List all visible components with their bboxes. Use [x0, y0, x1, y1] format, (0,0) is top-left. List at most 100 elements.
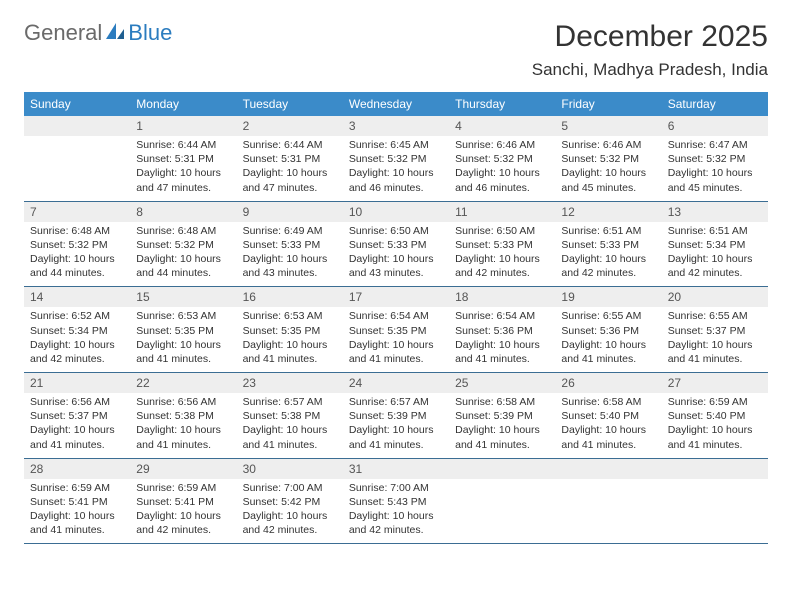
day-number: 14 [24, 287, 130, 307]
daylight-line: Daylight: 10 hours and 42 minutes. [243, 509, 337, 537]
day-body: Sunrise: 6:51 AMSunset: 5:34 PMDaylight:… [662, 222, 768, 287]
calendar-body: 1Sunrise: 6:44 AMSunset: 5:31 PMDaylight… [24, 116, 768, 544]
day-body: Sunrise: 6:48 AMSunset: 5:32 PMDaylight:… [130, 222, 236, 287]
daylight-line: Daylight: 10 hours and 42 minutes. [349, 509, 443, 537]
calendar-row: 28Sunrise: 6:59 AMSunset: 5:41 PMDayligh… [24, 458, 768, 544]
sunset-line: Sunset: 5:33 PM [243, 238, 337, 252]
sunset-line: Sunset: 5:39 PM [455, 409, 549, 423]
calendar-cell: 5Sunrise: 6:46 AMSunset: 5:32 PMDaylight… [555, 116, 661, 201]
day-number-empty [24, 116, 130, 136]
day-body-empty [662, 479, 768, 537]
calendar-cell [555, 458, 661, 544]
calendar-cell: 9Sunrise: 6:49 AMSunset: 5:33 PMDaylight… [237, 201, 343, 287]
daylight-line: Daylight: 10 hours and 41 minutes. [455, 338, 549, 366]
day-body: Sunrise: 6:48 AMSunset: 5:32 PMDaylight:… [24, 222, 130, 287]
day-body: Sunrise: 6:58 AMSunset: 5:40 PMDaylight:… [555, 393, 661, 458]
sunrise-line: Sunrise: 6:55 AM [561, 309, 655, 323]
daylight-line: Daylight: 10 hours and 41 minutes. [136, 338, 230, 366]
day-body: Sunrise: 6:44 AMSunset: 5:31 PMDaylight:… [237, 136, 343, 201]
weekday-header: Saturday [662, 92, 768, 116]
calendar-cell [24, 116, 130, 201]
weekday-header: Tuesday [237, 92, 343, 116]
sunset-line: Sunset: 5:32 PM [561, 152, 655, 166]
sunrise-line: Sunrise: 6:52 AM [30, 309, 124, 323]
calendar-cell [662, 458, 768, 544]
sunset-line: Sunset: 5:40 PM [668, 409, 762, 423]
day-body: Sunrise: 6:59 AMSunset: 5:41 PMDaylight:… [130, 479, 236, 544]
calendar-cell: 24Sunrise: 6:57 AMSunset: 5:39 PMDayligh… [343, 373, 449, 459]
day-body: Sunrise: 7:00 AMSunset: 5:42 PMDaylight:… [237, 479, 343, 544]
day-number: 7 [24, 202, 130, 222]
sunrise-line: Sunrise: 6:56 AM [136, 395, 230, 409]
calendar-cell: 15Sunrise: 6:53 AMSunset: 5:35 PMDayligh… [130, 287, 236, 373]
day-number: 31 [343, 459, 449, 479]
calendar-cell: 6Sunrise: 6:47 AMSunset: 5:32 PMDaylight… [662, 116, 768, 201]
calendar-cell: 17Sunrise: 6:54 AMSunset: 5:35 PMDayligh… [343, 287, 449, 373]
day-body: Sunrise: 6:58 AMSunset: 5:39 PMDaylight:… [449, 393, 555, 458]
sunset-line: Sunset: 5:34 PM [30, 324, 124, 338]
day-number: 11 [449, 202, 555, 222]
day-number: 15 [130, 287, 236, 307]
daylight-line: Daylight: 10 hours and 44 minutes. [136, 252, 230, 280]
day-number: 16 [237, 287, 343, 307]
sunrise-line: Sunrise: 6:54 AM [349, 309, 443, 323]
sunset-line: Sunset: 5:40 PM [561, 409, 655, 423]
sunrise-line: Sunrise: 6:54 AM [455, 309, 549, 323]
sunrise-line: Sunrise: 6:59 AM [668, 395, 762, 409]
sunrise-line: Sunrise: 6:58 AM [561, 395, 655, 409]
day-body: Sunrise: 6:44 AMSunset: 5:31 PMDaylight:… [130, 136, 236, 201]
sunset-line: Sunset: 5:41 PM [136, 495, 230, 509]
calendar-cell: 11Sunrise: 6:50 AMSunset: 5:33 PMDayligh… [449, 201, 555, 287]
calendar-cell: 22Sunrise: 6:56 AMSunset: 5:38 PMDayligh… [130, 373, 236, 459]
sunrise-line: Sunrise: 6:59 AM [136, 481, 230, 495]
daylight-line: Daylight: 10 hours and 44 minutes. [30, 252, 124, 280]
weekday-header: Wednesday [343, 92, 449, 116]
daylight-line: Daylight: 10 hours and 43 minutes. [243, 252, 337, 280]
day-number: 12 [555, 202, 661, 222]
weekday-header: Thursday [449, 92, 555, 116]
daylight-line: Daylight: 10 hours and 45 minutes. [561, 166, 655, 194]
day-body: Sunrise: 6:56 AMSunset: 5:37 PMDaylight:… [24, 393, 130, 458]
day-body: Sunrise: 6:56 AMSunset: 5:38 PMDaylight:… [130, 393, 236, 458]
calendar-cell: 13Sunrise: 6:51 AMSunset: 5:34 PMDayligh… [662, 201, 768, 287]
sunrise-line: Sunrise: 6:59 AM [30, 481, 124, 495]
day-body: Sunrise: 6:50 AMSunset: 5:33 PMDaylight:… [449, 222, 555, 287]
daylight-line: Daylight: 10 hours and 41 minutes. [243, 338, 337, 366]
sunset-line: Sunset: 5:36 PM [455, 324, 549, 338]
day-number: 21 [24, 373, 130, 393]
day-number: 29 [130, 459, 236, 479]
day-body: Sunrise: 6:57 AMSunset: 5:39 PMDaylight:… [343, 393, 449, 458]
calendar-cell: 1Sunrise: 6:44 AMSunset: 5:31 PMDaylight… [130, 116, 236, 201]
day-body: Sunrise: 6:57 AMSunset: 5:38 PMDaylight:… [237, 393, 343, 458]
sunrise-line: Sunrise: 6:57 AM [349, 395, 443, 409]
sunset-line: Sunset: 5:39 PM [349, 409, 443, 423]
day-body: Sunrise: 6:55 AMSunset: 5:37 PMDaylight:… [662, 307, 768, 372]
calendar-cell: 7Sunrise: 6:48 AMSunset: 5:32 PMDaylight… [24, 201, 130, 287]
day-body-empty [24, 136, 130, 194]
calendar-table: SundayMondayTuesdayWednesdayThursdayFrid… [24, 92, 768, 544]
daylight-line: Daylight: 10 hours and 46 minutes. [455, 166, 549, 194]
calendar-cell: 18Sunrise: 6:54 AMSunset: 5:36 PMDayligh… [449, 287, 555, 373]
sunset-line: Sunset: 5:35 PM [243, 324, 337, 338]
calendar-cell: 21Sunrise: 6:56 AMSunset: 5:37 PMDayligh… [24, 373, 130, 459]
day-number: 8 [130, 202, 236, 222]
sunrise-line: Sunrise: 6:44 AM [136, 138, 230, 152]
day-body-empty [555, 479, 661, 537]
calendar-cell: 3Sunrise: 6:45 AMSunset: 5:32 PMDaylight… [343, 116, 449, 201]
day-number: 4 [449, 116, 555, 136]
month-title: December 2025 [532, 20, 768, 54]
day-number: 2 [237, 116, 343, 136]
sunset-line: Sunset: 5:32 PM [30, 238, 124, 252]
day-number: 28 [24, 459, 130, 479]
day-body: Sunrise: 6:53 AMSunset: 5:35 PMDaylight:… [237, 307, 343, 372]
day-body: Sunrise: 6:47 AMSunset: 5:32 PMDaylight:… [662, 136, 768, 201]
sunrise-line: Sunrise: 6:44 AM [243, 138, 337, 152]
sunrise-line: Sunrise: 6:49 AM [243, 224, 337, 238]
day-body: Sunrise: 6:49 AMSunset: 5:33 PMDaylight:… [237, 222, 343, 287]
daylight-line: Daylight: 10 hours and 41 minutes. [30, 423, 124, 451]
day-number: 27 [662, 373, 768, 393]
day-number: 19 [555, 287, 661, 307]
sunrise-line: Sunrise: 6:56 AM [30, 395, 124, 409]
sunrise-line: Sunrise: 6:55 AM [668, 309, 762, 323]
daylight-line: Daylight: 10 hours and 41 minutes. [668, 423, 762, 451]
